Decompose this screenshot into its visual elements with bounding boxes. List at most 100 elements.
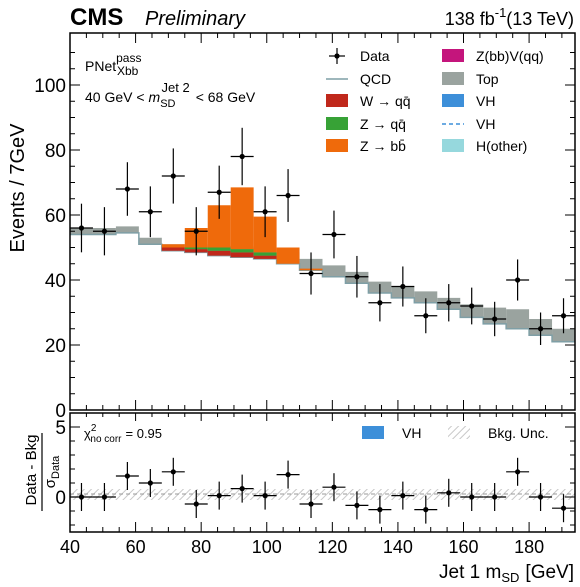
data-marker	[446, 300, 452, 306]
data-marker	[354, 274, 360, 280]
x-axis-label: Jet 1 mSD [GeV]	[439, 562, 574, 585]
data-point	[138, 186, 162, 238]
wqq-bar	[207, 250, 231, 256]
chi2-label: χ2 no corr = 0.95	[84, 423, 162, 445]
experiment-label: CMS	[70, 4, 123, 31]
wqq-bar	[253, 255, 277, 259]
ratio-point	[414, 495, 438, 524]
data-marker	[560, 313, 567, 319]
legend-label: QCD	[360, 71, 391, 87]
data-marker	[308, 270, 314, 277]
ratio-marker	[331, 484, 337, 490]
x-tick-label: 80	[191, 537, 211, 557]
legend-entry: Z → qq̄	[326, 116, 406, 132]
data-point	[184, 207, 208, 256]
wqq-bar	[230, 252, 254, 258]
legend-swatch	[326, 139, 348, 152]
ratio-point	[460, 483, 484, 511]
ratio-marker	[193, 501, 199, 507]
legend-entry: Z(bb)V(qq)	[442, 48, 544, 64]
x-tick-label: 100	[252, 537, 282, 557]
ratio-ylabel-numerator: Data - Bkg	[23, 435, 40, 506]
ratio-marker	[124, 473, 130, 479]
x-axis-label-sub: SD	[501, 570, 519, 585]
mass-variable-sub: SD	[160, 98, 175, 110]
ratio-marker	[400, 493, 406, 499]
legend-entry: Data	[329, 48, 390, 64]
tagger-sub: Xbb	[117, 64, 139, 78]
ratio-point	[230, 474, 254, 503]
x-axis-label-unit: [GeV]	[525, 562, 574, 583]
data-marker	[262, 209, 268, 215]
data-point	[552, 298, 575, 334]
top-band	[552, 328, 575, 342]
data-point	[115, 162, 139, 216]
legend-label: Z → bb̄	[360, 138, 406, 154]
mass-variable: m	[149, 89, 161, 105]
legend-label: VH	[476, 116, 495, 132]
wqq-bar	[161, 247, 185, 251]
data-marker	[239, 153, 245, 160]
ratio-point	[529, 483, 553, 511]
data-points	[70, 127, 575, 345]
main-x-ticks	[69, 33, 563, 410]
x-tick-label: 160	[448, 537, 478, 557]
legend-entry: Z → bb̄	[326, 138, 406, 154]
legend-entry: VH	[442, 93, 495, 109]
ratio-legend-swatch	[362, 426, 384, 439]
zqq-bar	[253, 252, 277, 256]
data-marker	[400, 283, 406, 290]
ratio-legend-entry: VH	[362, 425, 421, 441]
category-label: PNetpass Xbb 40 GeV < mSD Jet 2 < 68 GeV	[85, 51, 256, 110]
ratio-point	[483, 483, 507, 511]
legend-swatch	[326, 94, 348, 107]
legend-label: W → qq̄	[360, 93, 411, 109]
data-point	[276, 169, 300, 222]
legend-swatch	[442, 72, 464, 85]
data-point	[345, 255, 369, 298]
top-band	[322, 265, 346, 277]
top-band	[138, 237, 162, 245]
data-marker	[423, 313, 429, 319]
top-band	[115, 226, 139, 233]
ratio-marker	[78, 494, 85, 500]
data-marker	[124, 186, 130, 192]
legend-label: Top	[476, 71, 499, 87]
ratio-legend: VH Bkg. Unc.	[362, 425, 549, 441]
ratio-panel: 05 40 60 80 100 120 140 160 180 χ2 no corr = 0.95…	[23, 412, 576, 557]
lumi-label: 138 fb-1(13 TeV)	[445, 5, 574, 29]
y-tick-label: 40	[45, 271, 66, 292]
legend-entry: W → qq̄	[326, 93, 411, 109]
main-legend: Data Z(bb)V(qq) QCD Top W → qq̄ VH Z → qq̄ VH Z …	[326, 48, 544, 154]
zqq-bar	[207, 247, 231, 251]
svg-text:PNetpass: PNetpass	[85, 51, 141, 74]
ratio-point	[276, 460, 300, 489]
ratio-marker	[170, 469, 176, 475]
ratio-point	[437, 478, 461, 507]
ratio-points	[70, 457, 575, 524]
ratio-marker	[216, 493, 222, 499]
ratio-marker	[354, 502, 360, 508]
x-tick-label: 120	[317, 537, 347, 557]
legend-entry: VH	[442, 116, 495, 132]
x-tick-label: 140	[383, 537, 413, 557]
ratio-ylabel-denominator: σData	[42, 455, 62, 488]
ratio-point	[138, 469, 162, 497]
ratio-legend-label: VH	[402, 425, 421, 441]
chi2-value: = 0.95	[126, 426, 163, 441]
data-marker	[147, 209, 153, 215]
ratio-marker	[423, 507, 429, 513]
ratio-point	[207, 481, 231, 510]
data-marker	[101, 228, 108, 234]
ratio-point	[299, 490, 323, 518]
chi2-symbol: χ	[84, 426, 91, 441]
x-tick-label: 60	[126, 537, 146, 557]
zbb-bar	[276, 247, 300, 264]
ratio-y-ticks: 05	[55, 412, 575, 526]
ratio-point	[92, 483, 116, 511]
data-point	[437, 284, 461, 322]
zbb-bar	[230, 187, 254, 250]
data-marker	[377, 300, 383, 306]
legend-swatch	[442, 139, 464, 152]
ratio-point	[253, 481, 277, 510]
